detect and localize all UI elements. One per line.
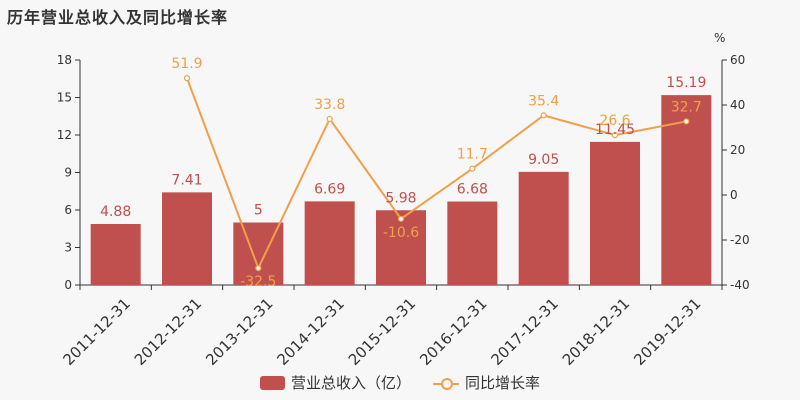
- y-tick-left-label: 15: [57, 91, 72, 105]
- growth-point: [255, 265, 262, 272]
- bar: [518, 171, 569, 285]
- bar-value-label: 4.88: [100, 204, 131, 220]
- legend: 营业总收入（亿） 同比增长率: [0, 372, 800, 393]
- y-tick-right-label: 20: [730, 143, 745, 157]
- y-tick-left-label: 0: [64, 278, 72, 292]
- y-tick-right-label: 60: [730, 53, 745, 67]
- bars: [90, 95, 712, 285]
- y-tick-right-label: 0: [730, 188, 738, 202]
- y-tick-left-label: 12: [57, 128, 72, 142]
- y-tick-right-label: 40: [730, 98, 745, 112]
- x-tick-label: 2017-12-31: [488, 295, 562, 369]
- bar: [162, 192, 212, 285]
- bar-value-label: 6.68: [457, 182, 488, 198]
- y-tick-right-label: -20: [730, 233, 750, 247]
- legend-label-revenue: 营业总收入（亿）: [290, 374, 411, 392]
- legend-bar-swatch: [259, 375, 285, 390]
- bar: [304, 201, 355, 285]
- bar-value-label: 9.05: [528, 152, 559, 168]
- growth-value-label: -32.5: [240, 274, 276, 290]
- bar-value-label: 15.19: [666, 75, 706, 91]
- bar-value-label: 6.69: [314, 181, 345, 197]
- data-labels: 4.88 7.41 5 6.69 5.98 6.68 9.05 11.45 15.19 51.9 -…: [100, 56, 706, 290]
- x-tick-label: 2012-12-31: [131, 295, 205, 369]
- growth-value-label: 51.9: [171, 56, 202, 72]
- x-tick-label: 2011-12-31: [60, 295, 134, 369]
- growth-line: [183, 75, 690, 272]
- x-tick-label: 2018-12-31: [559, 295, 633, 369]
- growth-point: [397, 215, 405, 222]
- bar-value-label: 7.41: [171, 172, 202, 188]
- bar: [590, 141, 640, 285]
- growth-point: [469, 165, 476, 172]
- x-tick-label: 2015-12-31: [345, 295, 419, 369]
- bar: [90, 224, 141, 285]
- bar-value-label: 5: [254, 203, 263, 219]
- x-tick-label: 2013-12-31: [202, 295, 276, 369]
- growth-point: [540, 112, 547, 119]
- x-tick-label: 2019-12-31: [630, 295, 704, 369]
- bar-value-label: 5.98: [385, 190, 416, 206]
- y-tick-left-label: 9: [64, 166, 72, 180]
- growth-value-label: 11.7: [457, 147, 488, 163]
- legend-line-swatch: [433, 376, 459, 390]
- growth-point: [611, 132, 619, 139]
- legend-item-growth[interactable]: 同比增长率: [433, 372, 540, 393]
- y-tick-left-label: 18: [57, 53, 72, 67]
- growth-point: [183, 75, 191, 82]
- y-tick-right-label: -40: [730, 278, 750, 292]
- chart: 0 3 6 9 12 15 18 -40 -20 0 20 40 60% 2011-12-312012-1…: [57, 31, 750, 369]
- growth-value-label: 26.6: [599, 113, 630, 129]
- growth-value-label: -10.6: [383, 225, 419, 241]
- growth-point: [683, 118, 690, 125]
- x-tick-label: 2014-12-31: [274, 295, 348, 369]
- y-axis-right-unit: %: [714, 31, 725, 45]
- growth-point: [326, 115, 333, 123]
- y-tick-left-label: 3: [64, 241, 72, 255]
- growth-value-label: 33.8: [314, 97, 345, 113]
- growth-value-label: 32.7: [671, 99, 702, 115]
- bar-value-label: 11.45: [595, 122, 635, 138]
- growth-line-path: [186, 77, 687, 271]
- bar: [661, 95, 712, 285]
- legend-item-revenue[interactable]: 营业总收入（亿）: [259, 372, 411, 393]
- legend-label-growth: 同比增长率: [465, 374, 541, 392]
- y-tick-left-label: 6: [64, 203, 72, 217]
- x-tick-label: 2016-12-31: [416, 295, 490, 369]
- chart-title: 历年营业总收入及同比增长率: [7, 8, 229, 27]
- growth-value-label: 35.4: [528, 93, 559, 109]
- bar: [447, 201, 498, 285]
- bar: [376, 210, 426, 285]
